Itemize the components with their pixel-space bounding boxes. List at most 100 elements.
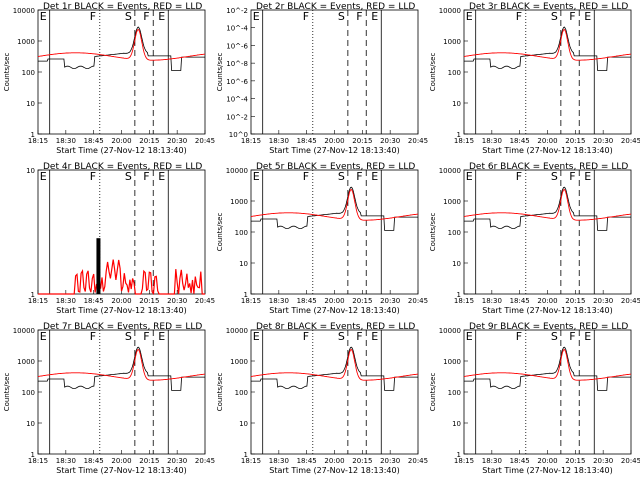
series-events-line — [251, 346, 418, 391]
marker-label: S — [125, 330, 132, 343]
series-lld-line — [463, 348, 632, 381]
x-tick-label: 20:45 — [621, 457, 640, 465]
x-tick-label: 18:30 — [482, 137, 502, 145]
x-tick-label: 18:15 — [28, 137, 48, 145]
marker-label: E — [158, 330, 165, 343]
marker-label: F — [516, 10, 522, 23]
y-tick-label: 1 — [31, 451, 35, 459]
y-axis-label: Counts/sec — [216, 213, 224, 252]
plot-frame — [463, 169, 632, 295]
x-tick-label: 18:45 — [510, 457, 530, 465]
x-tick-label: 20:15 — [139, 137, 159, 145]
y-tick-label: 1000 — [230, 358, 248, 366]
x-tick-label: 20:45 — [195, 137, 215, 145]
y-tick-label: 10 — [452, 420, 461, 428]
y-tick-label: 100 — [235, 389, 248, 397]
x-tick-label: 20:30 — [593, 137, 613, 145]
marker-label: S — [551, 170, 558, 183]
x-tick-label: 18:15 — [241, 297, 261, 305]
x-tick-label: 18:15 — [28, 297, 48, 305]
x-tick-label: 20:00 — [537, 457, 557, 465]
y-tick-label: 10 — [452, 260, 461, 268]
x-tick-label: 20:00 — [111, 137, 131, 145]
x-tick-label: 18:45 — [84, 137, 104, 145]
x-tick-label: 20:00 — [111, 457, 131, 465]
y-tick-label: 1000 — [17, 38, 35, 46]
x-tick-label: 20:30 — [380, 297, 400, 305]
x-axis-label: Start Time (27-Nov-12 18:13:40) — [56, 466, 186, 475]
x-tick-label: 18:30 — [56, 137, 76, 145]
series-lld-line — [250, 188, 419, 221]
y-tick-label: 1 — [31, 291, 35, 299]
y-tick-label: 10^-4 — [226, 96, 248, 104]
marker-label: F — [143, 330, 149, 343]
marker-label: F — [303, 170, 309, 183]
series-events-line — [464, 186, 631, 231]
x-tick-label: 20:30 — [593, 297, 613, 305]
x-tick-label: 20:45 — [408, 297, 428, 305]
x-tick-label: 18:45 — [297, 297, 317, 305]
marker-label: E — [584, 170, 591, 183]
y-tick-label: 10^0 — [229, 131, 248, 139]
chart-title: Det 7r BLACK = Events, RED = LLD — [43, 322, 202, 332]
x-tick-label: 18:30 — [269, 297, 289, 305]
marker-label: E — [466, 330, 473, 343]
y-tick-label: 100 — [448, 69, 461, 77]
y-tick-label: 10^-2 — [226, 113, 248, 121]
y-axis-label: Counts/sec — [429, 53, 437, 92]
y-tick-label: 10^-6 — [226, 42, 248, 50]
marker-label: F — [516, 330, 522, 343]
chart-title: Det 8r BLACK = Events, RED = LLD — [256, 322, 415, 332]
x-tick-label: 20:30 — [167, 297, 187, 305]
y-tick-label: 10 — [26, 100, 35, 108]
marker-label: F — [90, 330, 96, 343]
y-tick-label: 10^-6 — [226, 78, 248, 86]
x-tick-label: 20:00 — [324, 457, 344, 465]
chart-panel-7: Det 7r BLACK = Events, RED = LLD 1 10 100 10… — [3, 322, 215, 475]
x-tick-label: 18:45 — [84, 297, 104, 305]
y-tick-label: 10000 — [439, 167, 461, 175]
x-tick-label: 18:45 — [297, 137, 317, 145]
x-tick-label: 18:30 — [56, 297, 76, 305]
x-tick-label: 20:00 — [324, 297, 344, 305]
marker-label: F — [90, 10, 96, 23]
y-tick-label: 10000 — [226, 327, 248, 335]
marker-label: F — [516, 170, 522, 183]
series-events-line — [251, 186, 418, 231]
y-axis-label: Counts/sec — [429, 213, 437, 252]
chart-panel-8: Det 8r BLACK = Events, RED = LLD 1 10 100 10… — [216, 322, 428, 475]
x-tick-label: 20:30 — [380, 137, 400, 145]
marker-label: F — [90, 170, 96, 183]
chart-panel-3: Det 3r BLACK = Events, RED = LLD 1 10 100 10… — [429, 2, 640, 155]
series-events-line — [464, 26, 631, 71]
plot-frame — [250, 9, 419, 135]
chart-title: Det 4r BLACK = Events, RED = LLD — [43, 162, 202, 172]
x-tick-label: 18:30 — [482, 457, 502, 465]
marker-label: E — [40, 170, 47, 183]
x-tick-label: 20:15 — [352, 457, 372, 465]
x-tick-label: 18:30 — [269, 457, 289, 465]
x-axis-label: Start Time (27-Nov-12 18:13:40) — [482, 146, 612, 155]
chart-panel-6: Det 6r BLACK = Events, RED = LLD 1 10 100 10… — [429, 162, 640, 315]
y-tick-label: 100 — [22, 389, 35, 397]
chart-panel-1: Det 1r BLACK = Events, RED = LLD 1 10 100 10… — [3, 2, 215, 155]
y-tick-label: 10^-8 — [226, 60, 248, 68]
x-axis-label: Start Time (27-Nov-12 18:13:40) — [56, 306, 186, 315]
marker-label: E — [40, 330, 47, 343]
series-events-line — [464, 346, 631, 391]
series-lld-line — [463, 188, 632, 221]
marker-label: S — [338, 170, 345, 183]
x-tick-label: 20:00 — [111, 297, 131, 305]
marker-label: S — [125, 10, 132, 23]
plot-frame — [463, 329, 632, 455]
series-lld-line — [463, 28, 632, 61]
x-tick-label: 20:00 — [324, 137, 344, 145]
chart-title: Det 3r BLACK = Events, RED = LLD — [469, 2, 628, 12]
marker-label: E — [371, 330, 378, 343]
x-axis-label: Start Time (27-Nov-12 18:13:40) — [269, 306, 399, 315]
x-tick-label: 18:30 — [269, 137, 289, 145]
x-tick-label: 20:30 — [167, 137, 187, 145]
y-axis-label: Counts/sec — [3, 373, 11, 412]
y-axis-label: Counts/sec — [3, 53, 11, 92]
